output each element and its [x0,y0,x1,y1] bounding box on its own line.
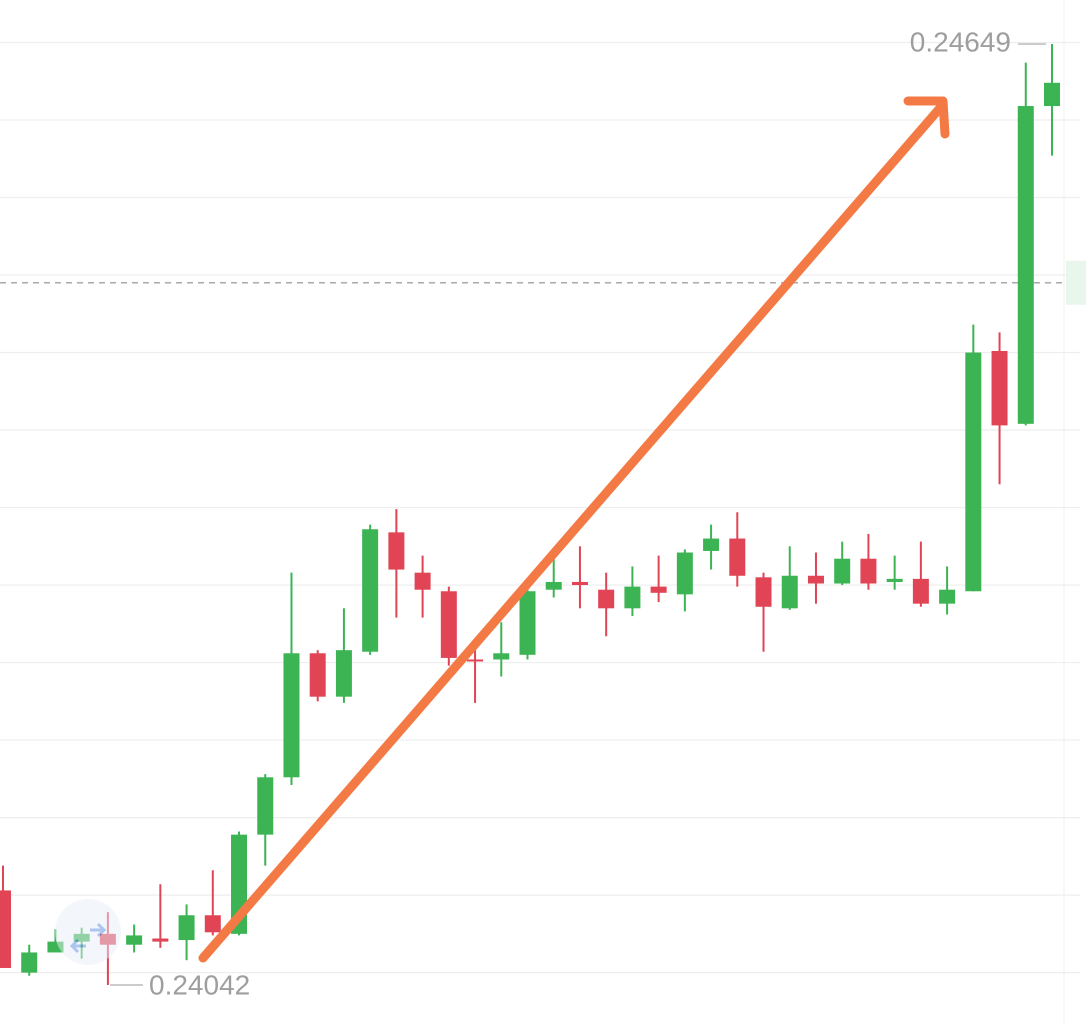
candle-body [703,538,720,551]
candle-body [834,558,851,584]
icon-circle [55,899,121,965]
candle-body [126,935,143,945]
annotations: 0.24649 0.24042 [110,26,1046,1000]
candle-body [807,575,824,584]
arrow-shaft [198,103,945,963]
arrow-head [903,96,950,139]
candle-body [152,938,169,942]
candle-body [204,915,221,933]
candle-body [0,890,11,968]
candle-body [598,589,615,609]
candle-body [729,538,746,576]
annotation-label: 0.24042 [149,969,250,1000]
trend-arrow [198,96,950,963]
candle-body [624,586,641,609]
icon [55,899,121,965]
candles [0,44,1060,986]
candle-body [571,581,588,586]
price-tag [1066,260,1086,305]
candle-body [676,552,693,595]
candle-body [939,589,956,604]
candle-body [388,532,405,570]
annotation-label: 0.24649 [910,26,1011,57]
candle-body [493,653,510,660]
candle-body [912,578,929,604]
candle-body [991,350,1008,426]
candle-body [257,777,274,835]
candle-body [1044,82,1060,107]
candle-body [860,558,877,584]
candle-body [21,952,38,973]
icon-arrows [69,922,107,954]
candle-body [309,653,326,697]
candle-body [335,650,352,697]
candle-body [781,575,798,609]
candle-body [467,659,484,662]
candle-body [47,941,64,953]
candle-body [755,577,772,607]
candle-body [414,572,431,590]
candle-body [440,591,457,658]
candle-body [886,578,903,582]
candle-body [519,591,536,655]
candle-body [650,586,667,593]
candle-body [545,581,562,590]
candle-body [1017,106,1034,424]
candle-body [283,653,300,778]
candle-body [362,529,379,652]
candle-body [965,352,982,592]
candle-body [178,915,195,941]
